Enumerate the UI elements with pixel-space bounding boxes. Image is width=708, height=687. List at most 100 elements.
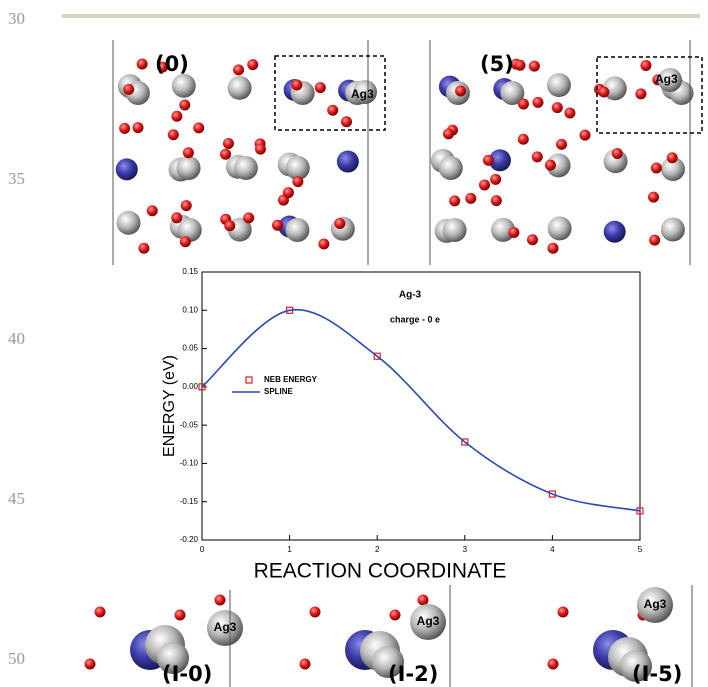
atom: [147, 205, 158, 216]
atom: [648, 192, 659, 203]
atom: [490, 174, 501, 185]
x-tick-label: 0: [200, 545, 205, 554]
atom: [548, 216, 572, 240]
atom: [580, 130, 591, 141]
legend-label: SPLINE: [264, 387, 294, 396]
y-tick-label: -0.15: [180, 497, 199, 506]
chart-subtitle: charge - 0 e: [390, 314, 440, 324]
atom: [215, 595, 226, 606]
atom: [334, 218, 345, 229]
atom: [547, 73, 571, 97]
y-tick-label: -0.10: [180, 459, 199, 468]
atom: [508, 227, 519, 238]
atom: [327, 105, 338, 116]
atom: [255, 144, 266, 155]
atom: [291, 80, 302, 91]
atom-label: Ag3: [644, 597, 667, 611]
atom: [183, 147, 194, 158]
y-tick-label: -0.05: [180, 420, 199, 429]
atom: [193, 122, 204, 133]
atom: [132, 122, 143, 133]
y-axis-label: ENERGY (eV): [161, 355, 178, 457]
atom: [527, 234, 538, 245]
atom: [272, 220, 283, 231]
atom: [243, 212, 254, 223]
atom: [337, 151, 359, 173]
atom: [455, 85, 466, 96]
atom: [532, 97, 543, 108]
atom: [548, 659, 559, 670]
line-number: 40: [8, 329, 25, 348]
atom: [491, 195, 502, 206]
panel-label: (I-5): [632, 662, 682, 686]
page: 30 35 40 45 50 (0) (5) Ag3 Ag3 (I-0) (I-…: [0, 0, 708, 687]
atom: [649, 235, 660, 246]
atom: [168, 129, 179, 140]
atom: [172, 74, 196, 98]
atom: [667, 152, 678, 163]
panel-label: (0): [155, 52, 189, 76]
atom: [479, 179, 490, 190]
chart: Ag-3 charge - 0 e REACTION COORDINATE EN…: [161, 267, 643, 582]
atom: [418, 595, 429, 606]
atom-label: Ag3: [417, 614, 440, 628]
atom: [465, 193, 476, 204]
atom: [558, 607, 569, 618]
atom: [449, 195, 460, 206]
atom: [556, 139, 567, 150]
atom: [518, 99, 529, 110]
atom: [228, 76, 252, 100]
y-tick-label: 0.10: [182, 305, 198, 314]
line-number: 35: [8, 169, 25, 188]
atom: [341, 116, 352, 127]
atom: [529, 61, 540, 72]
y-tick-label: 0.00: [182, 382, 198, 391]
atom: [532, 151, 543, 162]
panel-label: (5): [480, 52, 514, 76]
atom-label: Ag3: [351, 87, 374, 101]
atom: [310, 607, 321, 618]
atom: [598, 87, 609, 98]
atom: [233, 64, 244, 75]
y-tick-label: -0.20: [180, 535, 199, 544]
atom: [171, 212, 182, 223]
atom: [547, 243, 558, 254]
line-number: 45: [8, 489, 25, 508]
atom: [661, 218, 685, 242]
atom: [390, 610, 401, 621]
x-tick-label: 3: [463, 545, 468, 554]
atom: [223, 138, 234, 149]
atom: [635, 88, 646, 99]
panel-label: (I-0): [162, 662, 212, 686]
atom-label: Ag3: [655, 72, 678, 86]
chart-title: Ag-3: [399, 290, 422, 301]
y-tick-label: 0.15: [182, 267, 198, 276]
atom: [137, 58, 148, 69]
atom: [552, 102, 563, 113]
atom: [545, 160, 556, 171]
atom: [85, 659, 96, 670]
atom: [180, 236, 191, 247]
atom: [117, 211, 141, 235]
atom: [564, 108, 575, 119]
atom: [612, 148, 623, 159]
atom: [181, 200, 192, 211]
panel-label: (I-2): [388, 662, 438, 686]
atom: [220, 149, 231, 160]
atom: [604, 221, 626, 243]
atom: [292, 176, 303, 187]
atom: [300, 659, 311, 670]
atom: [515, 60, 526, 71]
atom: [443, 218, 467, 242]
atom: [179, 99, 190, 110]
atom: [443, 128, 454, 139]
x-tick-label: 4: [550, 545, 555, 554]
atom: [224, 220, 235, 231]
atom: [439, 156, 463, 180]
x-tick-label: 2: [375, 545, 380, 554]
y-tick-label: 0.05: [182, 344, 198, 353]
atom: [234, 156, 258, 180]
atom: [171, 111, 182, 122]
atom: [95, 607, 106, 618]
atom: [518, 134, 529, 145]
